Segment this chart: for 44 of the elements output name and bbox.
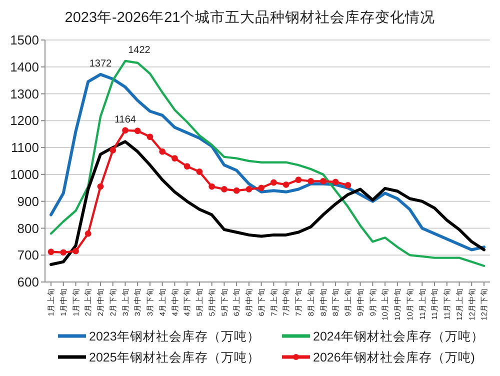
point [159,148,166,155]
point [172,155,178,162]
point [48,248,54,256]
point [208,183,216,190]
point [344,182,352,188]
annotation: 1372 [89,58,112,70]
annotation: 1164 [114,114,136,126]
y-tick-label: 1400 [10,59,39,74]
point [60,249,67,256]
point [295,176,302,184]
chart-title: 2023年-2026年21个城市五大品种钢材社会库存变化情况 [64,9,436,26]
point [72,248,79,254]
point [146,134,154,140]
point [184,163,190,170]
y-tick-label: 900 [17,194,39,209]
legend-label: 2024年钢材社会库存（万吨） [313,329,484,344]
point [270,179,277,186]
point [84,230,92,237]
point [258,184,265,192]
y-tick-label: 600 [17,274,39,290]
legend-label: 2025年钢材社会库存（万吨） [89,350,260,364]
y-tick-label: 700 [17,248,39,263]
point [110,147,116,154]
point [233,187,240,194]
y-tick-label: 800 [17,220,39,236]
point [332,178,339,186]
point [134,128,141,134]
y-tick-label: 1000 [10,166,39,182]
point [246,186,252,192]
annotation: 1422 [128,44,151,56]
line-series [50,140,486,266]
point [282,181,290,188]
y-tick-label: 1500 [10,32,39,48]
point [221,186,228,192]
legend-label: 2026年钢材社会库存（万吨) [313,350,475,364]
y-tick-label: 1100 [11,140,39,156]
point [320,178,326,184]
point [97,183,104,190]
point [196,168,203,175]
point [308,178,314,184]
y-tick-label: 1300 [10,86,39,102]
legend-label: 2023年钢材社会库存（万吨） [89,329,260,344]
y-tick-label: 1200 [10,113,39,128]
point [122,127,128,134]
